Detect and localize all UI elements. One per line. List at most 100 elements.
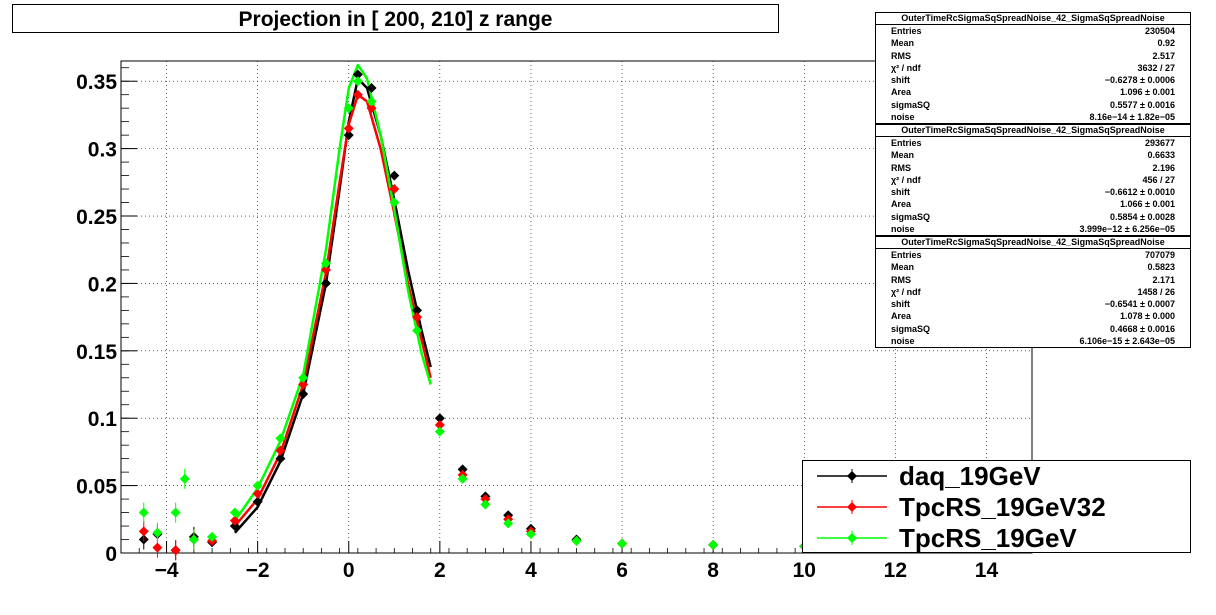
legend-marker-daq — [817, 469, 887, 483]
stat-row-area: Area 1.096 ± 0.001 — [876, 86, 1190, 98]
stat-label: shift — [891, 299, 910, 310]
stat-label: Area — [891, 87, 912, 98]
data-point — [229, 515, 240, 526]
legend-label: TpcRS_19GeV — [899, 523, 1077, 553]
y-tick-label: 0 — [105, 543, 117, 566]
stat-row-entries: Entries 293677 — [876, 137, 1190, 149]
stat-label: RMS — [891, 274, 911, 285]
stat-value: 707079 — [1144, 250, 1175, 260]
stat-value: 3.999e−12 ± 6.256e−05 — [1079, 224, 1175, 235]
stat-row-area: Area 1.078 ± 0.000 — [876, 310, 1190, 322]
stats-box-2: OuterTimeRcSigmaSqSpreadNoise_42_SigmaSq… — [875, 124, 1191, 237]
stat-row-rms: RMS 2.196 — [876, 162, 1190, 174]
data-point — [138, 507, 149, 518]
stats-name: OuterTimeRcSigmaSqSpreadNoise_42_SigmaSq… — [876, 13, 1190, 25]
stat-value: 6.106e−15 ± 2.643e−05 — [1079, 336, 1175, 347]
stat-value: 293677 — [1144, 138, 1175, 148]
data-point — [366, 96, 377, 107]
x-tick-label: 12 — [884, 559, 907, 582]
stats-name: OuterTimeRcSigmaSqSpreadNoise_42_SigmaSq… — [876, 237, 1190, 249]
stat-value: 1.078 ± 0.000 — [1120, 311, 1175, 322]
data-point — [457, 473, 468, 484]
data-point — [320, 264, 331, 275]
data-point — [389, 197, 400, 208]
data-point — [412, 325, 423, 336]
data-point — [343, 130, 354, 141]
x-tick-label: 4 — [525, 559, 537, 582]
legend-label: daq_19GeV — [899, 461, 1041, 491]
y-tick-label: 0.1 — [88, 408, 118, 431]
data-point — [298, 372, 309, 383]
data-point — [275, 445, 286, 456]
stats-name: OuterTimeRcSigmaSqSpreadNoise_42_SigmaSq… — [876, 125, 1190, 137]
data-point — [207, 531, 218, 542]
stat-value: 0.5577 ± 0.0016 — [1110, 99, 1175, 110]
stat-label: shift — [891, 75, 910, 86]
fit-curve — [233, 63, 432, 522]
data-point — [480, 494, 491, 505]
stat-label: Entries — [891, 250, 922, 260]
stat-value: 2.196 — [1152, 162, 1175, 173]
legend-item-tpcrs32: TpcRS_19GeV32 — [803, 492, 1190, 523]
stat-row-sigmasq: sigmaSQ 0.5577 ± 0.0016 — [876, 99, 1190, 111]
stat-row-rms: RMS 2.171 — [876, 274, 1190, 286]
stat-row-chi2: χ² / ndf 456 / 27 — [876, 174, 1190, 186]
data-point — [617, 538, 628, 549]
legend-item-daq: daq_19GeV — [803, 461, 1190, 492]
stat-label: Mean — [891, 150, 915, 161]
data-point — [708, 539, 719, 550]
y-tick-label: 0.35 — [76, 71, 117, 94]
stat-row-sigmasq: sigmaSQ 0.5854 ± 0.0028 — [876, 211, 1190, 223]
data-point — [170, 507, 181, 518]
stat-row-chi2: χ² / ndf 1458 / 26 — [876, 286, 1190, 298]
data-point — [457, 464, 468, 475]
stat-row-shift: shift −0.6541 ± 0.0007 — [876, 298, 1190, 310]
stat-label: Entries — [891, 26, 922, 36]
data-point — [343, 123, 354, 134]
data-point — [229, 507, 240, 518]
x-tick-label: 0 — [343, 559, 355, 582]
data-point — [343, 103, 354, 114]
stat-row-noise: noise 8.16e−14 ± 1.82e−05 — [876, 111, 1190, 123]
stat-label: sigmaSQ — [891, 99, 931, 110]
stat-label: Entries — [891, 138, 922, 148]
stat-label: noise — [891, 224, 915, 235]
data-point — [366, 82, 377, 93]
x-tick-label: 2 — [434, 559, 446, 582]
data-point — [320, 278, 331, 289]
legend-diamond — [847, 471, 857, 481]
stat-label: RMS — [891, 50, 911, 61]
legend: daq_19GeV TpcRS_19GeV32 TpcRS_19GeV — [802, 460, 1191, 553]
stat-label: χ² / ndf — [891, 286, 921, 297]
legend-label: TpcRS_19GeV32 — [899, 492, 1106, 522]
data-point — [434, 419, 445, 430]
stat-label: Area — [891, 199, 912, 210]
x-tick-label: −2 — [246, 559, 270, 582]
data-point — [525, 529, 536, 540]
stat-label: RMS — [891, 162, 911, 173]
stat-label: Mean — [891, 262, 915, 273]
x-tick-label: 6 — [616, 559, 628, 582]
y-tick-label: 0.3 — [88, 139, 117, 162]
stat-label: sigmaSQ — [891, 211, 931, 222]
stat-value: 0.5854 ± 0.0028 — [1110, 211, 1175, 222]
stat-label: noise — [891, 336, 915, 347]
stat-row-mean: Mean 0.6633 — [876, 149, 1190, 161]
data-point — [170, 545, 181, 556]
stat-value: 456 / 27 — [1142, 174, 1175, 185]
stat-value: −0.6612 ± 0.0010 — [1104, 187, 1175, 198]
chart-title: Projection in [ 200, 210] z range — [238, 8, 553, 31]
stat-label: χ² / ndf — [891, 174, 921, 185]
data-point — [571, 535, 582, 546]
data-point — [480, 499, 491, 510]
data-point — [252, 488, 263, 499]
data-point — [389, 170, 400, 181]
stat-value: 2.171 — [1152, 274, 1175, 285]
data-point — [275, 433, 286, 444]
data-point — [412, 312, 423, 323]
stat-value: 2.517 — [1152, 50, 1175, 61]
stat-label: χ² / ndf — [891, 62, 921, 73]
stat-row-sigmasq: sigmaSQ 0.4668 ± 0.0016 — [876, 323, 1190, 335]
stats-box-1: OuterTimeRcSigmaSqSpreadNoise_42_SigmaSq… — [875, 12, 1191, 125]
